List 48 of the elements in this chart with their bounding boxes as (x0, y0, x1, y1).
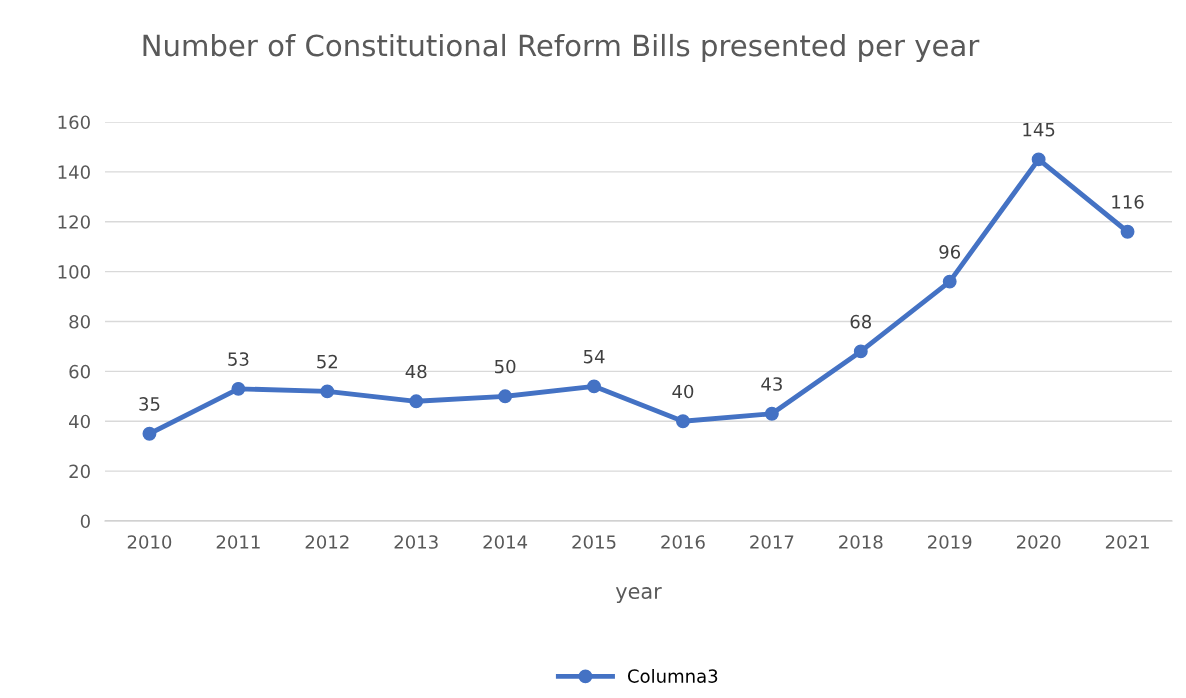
data-label: 96 (939, 245, 961, 259)
data-label: 68 (850, 314, 872, 329)
x-tick-label: 2010 (127, 535, 172, 549)
point (142, 426, 157, 441)
point (853, 344, 868, 359)
point (320, 384, 335, 399)
y-tick-label: 160 (58, 115, 90, 130)
legend-label: Columna3 (627, 668, 718, 683)
x-tick-label: 2018 (839, 535, 883, 549)
x-tick-label: 2015 (572, 535, 616, 549)
x-tick-label: 2016 (661, 535, 705, 549)
point (942, 274, 957, 289)
data-label: 54 (583, 349, 605, 364)
x-tick-label: 2020 (1016, 535, 1061, 549)
point (409, 394, 424, 409)
data-label: 48 (405, 364, 427, 379)
data-label: 40 (672, 384, 694, 399)
x-tick-label: 2011 (216, 535, 260, 549)
y-tick-label: 20 (69, 464, 90, 479)
y-tick-label: 80 (69, 314, 90, 329)
y-tick-label: 40 (69, 414, 90, 429)
chart-title: Number of Constitutional Reform Bills presented per year (143, 33, 980, 63)
x-tick-label: 2019 (928, 535, 972, 549)
point (1120, 224, 1135, 239)
y-tick-label: 60 (69, 364, 90, 379)
data-label: 43 (761, 377, 782, 391)
x-tick-label: 2013 (394, 535, 438, 549)
point (498, 389, 513, 404)
y-tick-label: 0 (80, 514, 90, 529)
point (676, 414, 690, 429)
data-label: 35 (139, 397, 160, 411)
x-axis-title: year (615, 587, 662, 604)
x-tick-label: 2014 (483, 535, 528, 549)
y-tick-label: 140 (58, 165, 90, 179)
data-label: 50 (495, 359, 516, 374)
point (1031, 152, 1046, 167)
point (764, 406, 779, 421)
data-label: 53 (228, 352, 249, 366)
x-tick-label: 2021 (1105, 535, 1149, 549)
point (587, 379, 601, 394)
point (231, 381, 246, 396)
y-tick-label: 100 (58, 265, 90, 279)
x-tick-label: 2017 (750, 535, 794, 549)
data-label: 116 (1112, 195, 1144, 209)
x-tick-label: 2012 (305, 535, 349, 549)
y-tick-label: 120 (58, 215, 90, 229)
data-label: 52 (317, 354, 337, 369)
data-label: 145 (1023, 123, 1055, 137)
